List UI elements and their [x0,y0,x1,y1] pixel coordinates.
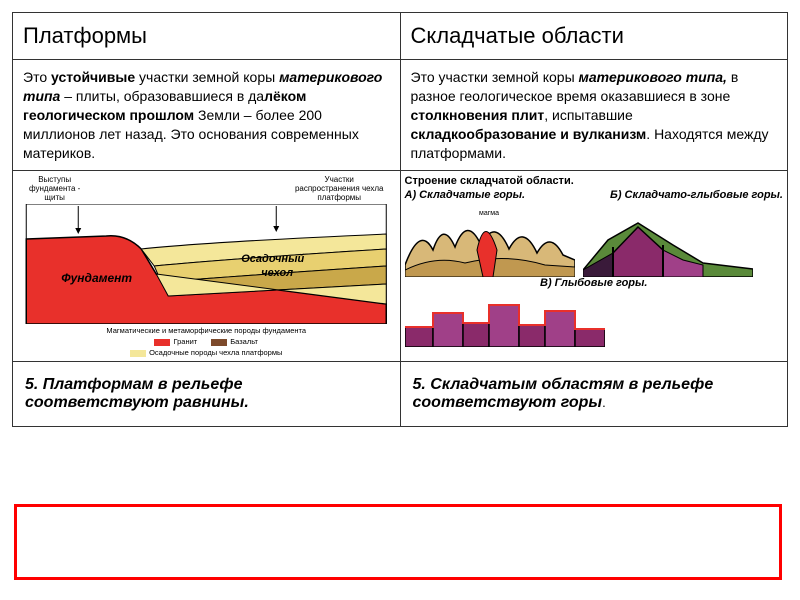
t: материкового типа, [579,69,727,85]
block-mountains-svg [405,295,605,347]
bottom-platforms: 5. Платформам в рельефе соответствуют ра… [13,362,401,427]
fundament-label: Фундамент [61,271,132,285]
bottom-foldareas: 5. Складчатым областям в рельефе соответ… [400,362,788,427]
t: Выступы [29,175,80,184]
label-cover: Участки распространения чехла платформы [295,175,384,202]
page-container: Платформы Складчатые области Это устойчи… [12,12,788,427]
legend-title: Магматические и метаморфические породы ф… [17,326,396,335]
type-b: Б) Складчато-глыбовые горы. [610,189,783,201]
legend-row-2: Осадочные породы чехла платформы [17,348,396,357]
t: распространения чехла [295,184,384,193]
t: Гранит [173,337,197,346]
desc-platforms: Это устойчивые участки земной коры матер… [13,60,401,171]
platform-cross-section: Фундамент Осадочный чехол [17,204,396,324]
fold-subtypes: А) Складчатые горы. Б) Складчато-глыбовы… [405,189,784,201]
platform-diagram-cell: Выступы фундамента - щиты Участки распро… [13,171,401,362]
diagram-row: Выступы фундамента - щиты Участки распро… [13,171,788,362]
fold-diagram-cell: Строение складчатой области. А) Складчат… [400,171,788,362]
chehol-label-1: Осадочный [241,253,304,265]
header-foldareas: Складчатые области [400,13,788,60]
t: Участки [295,175,384,184]
platform-top-labels: Выступы фундамента - щиты Участки распро… [17,175,396,202]
t: участки земной коры [135,69,279,85]
fold-title: Строение складчатой области. [405,175,784,187]
t: платформы [295,193,384,202]
platform-legend: Магматические и метаморфические породы ф… [17,326,396,357]
t: – плиты, образовавшиеся в да [60,88,264,104]
t: . [602,395,606,410]
header-platforms: Платформы [13,13,401,60]
fold-row-1: магма [405,205,784,277]
fold-block-mountains-svg [583,205,753,277]
svg-text:магма: магма [479,210,499,217]
t: Осадочные породы чехла платформы [149,348,282,357]
legend-basalt: Базальт [211,337,258,346]
description-row: Это устойчивые участки земной коры матер… [13,60,788,171]
t: 5. Складчатым областям в рельефе соответ… [413,376,714,411]
legend-sediment: Осадочные породы чехла платформы [130,348,282,357]
desc-foldareas: Это участки земной коры материкового тип… [400,60,788,171]
t: щиты [29,193,80,202]
t: Базальт [230,337,258,346]
t: столкновения плит [411,107,545,123]
t: , испытавшие [544,107,633,123]
highlight-frame [14,504,782,580]
t: фундамента - [29,184,80,193]
header-row: Платформы Складчатые области [13,13,788,60]
t: складкообразование и вулканизм [411,126,647,142]
t: Это участки земной коры [411,69,579,85]
legend-granite: Гранит [154,337,197,346]
bottom-row: 5. Платформам в рельефе соответствуют ра… [13,362,788,427]
chehol-label-2: чехол [261,267,293,279]
fold-row-2 [405,295,784,350]
fold-mountains-svg: магма [405,205,575,277]
t: Это [23,69,51,85]
type-a: А) Складчатые горы. [405,189,526,201]
legend-row-1: Гранит Базальт [17,337,396,346]
type-c: В) Глыбовые горы. [405,277,784,289]
main-table: Платформы Складчатые области Это устойчи… [12,12,788,427]
label-shields: Выступы фундамента - щиты [29,175,80,202]
t: устойчивые [51,69,135,85]
